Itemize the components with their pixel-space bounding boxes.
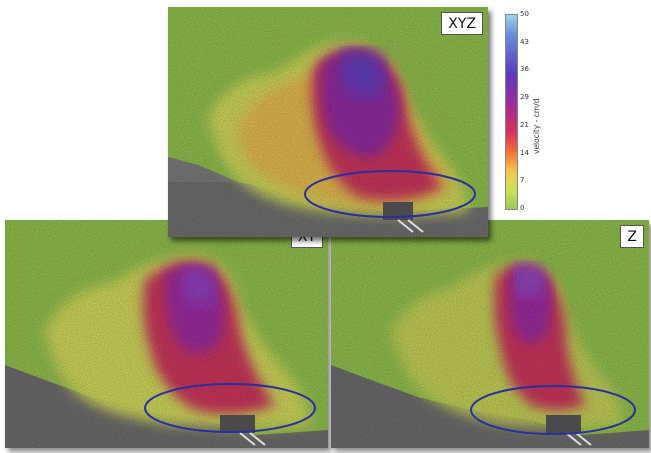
colorbar-tick: 7: [520, 176, 525, 185]
colorbar-gradient: [505, 14, 518, 210]
velocity-map-z: Z: [331, 220, 649, 448]
map-z-image: [331, 220, 649, 448]
highlight-ellipse: [144, 383, 316, 433]
panel-label-z: Z: [620, 225, 644, 248]
colorbar-tick: 43: [520, 37, 529, 46]
colorbar-tick: 50: [520, 10, 529, 18]
colorbar-tick: 21: [520, 120, 529, 129]
panel-label-xyz: XYZ: [441, 12, 483, 35]
highlight-ellipse: [304, 170, 476, 218]
colorbar-tick: 29: [520, 93, 529, 102]
colorbar-label: velocity - cm/d: [532, 98, 541, 154]
highlight-ellipse: [470, 385, 636, 435]
map-xy-image: [5, 220, 328, 448]
map-xyz-image: [168, 7, 488, 237]
velocity-map-xyz: XYZ: [168, 7, 488, 237]
colorbar-tick: 36: [520, 65, 529, 74]
velocity-colorbar: 50 43 36 29 21 14 7 0 velocity - cm/d: [500, 10, 560, 214]
velocity-map-xy: XY: [5, 220, 328, 448]
colorbar-tick: 0: [520, 204, 525, 212]
colorbar-tick: 14: [520, 148, 529, 157]
